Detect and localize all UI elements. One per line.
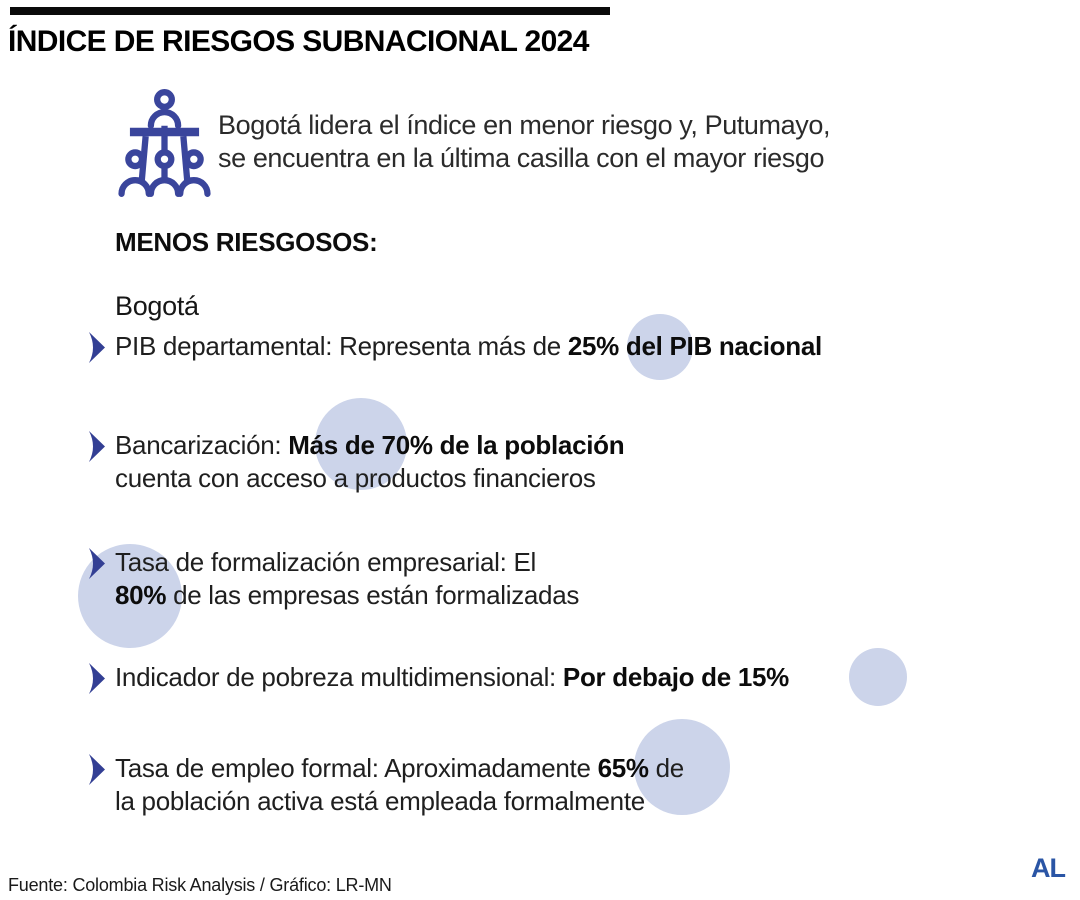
podium-audience-icon	[118, 89, 211, 197]
bullet-stat-bold: 65%	[597, 753, 649, 783]
al-logo: AL	[1031, 853, 1066, 883]
section-label-menos-riesgosos: MENOS RIESGOSOS:	[115, 227, 378, 257]
bullet-stat-bold: Por debajo de 15%	[562, 662, 789, 692]
bullet-text-block: Bancarización: Más de 70% de la població…	[115, 429, 625, 495]
arrow-bullet-icon	[89, 431, 105, 462]
top-accent-bar	[10, 7, 610, 15]
bullet-text: de	[648, 753, 685, 783]
bullet-text: Bancarización:	[115, 430, 289, 460]
arrow-bullet-icon	[89, 548, 105, 579]
bullet-line: Tasa de empleo formal: Aproximadamente 6…	[115, 752, 684, 785]
highlight-circle-65pct	[634, 719, 730, 815]
bullet-text: la población activa está empleada formal…	[115, 786, 645, 816]
bullet-stat-bold: 25% del PIB nacional	[567, 331, 822, 361]
intro-line-2: se encuentra en la última casilla con el…	[218, 143, 825, 173]
bullet-text-block: Tasa de empleo formal: Aproximadamente 6…	[115, 752, 684, 818]
arrow-bullet-icon	[89, 754, 105, 785]
bullet-text: Indicador de pobreza multidimensional:	[115, 662, 563, 692]
bullet-line: PIB departamental: Representa más de 25%…	[115, 330, 822, 363]
subsection-label-bogota: Bogotá	[115, 291, 199, 321]
bullet-stat-bold: Más de 70% de la población	[288, 430, 625, 460]
bullet-text-block: Tasa de formalización empresarial: El 80%…	[115, 546, 579, 612]
bullet-line: Bancarización: Más de 70% de la població…	[115, 429, 625, 462]
bullet-text: Tasa de formalización empresarial: El	[115, 547, 536, 577]
source-credit: Fuente: Colombia Risk Analysis / Gráfico…	[8, 875, 392, 895]
bullet-text: Tasa de empleo formal: Aproximadamente	[115, 753, 598, 783]
bullet-line: Tasa de formalización empresarial: El	[115, 546, 579, 579]
bullet-text-block: PIB departamental: Representa más de 25%…	[115, 330, 822, 363]
bullet-line: Indicador de pobreza multidimensional: P…	[115, 661, 789, 694]
arrow-bullet-icon	[89, 663, 105, 694]
bullet-line: la población activa está empleada formal…	[115, 785, 684, 818]
intro-line-1: Bogotá lidera el índice en menor riesgo …	[218, 110, 831, 140]
arrow-bullet-icon	[89, 332, 105, 363]
bullet-stat-bold: 80%	[115, 580, 167, 610]
bullet-text: cuenta con acceso a productos financiero…	[115, 463, 596, 493]
bullet-text: PIB departamental: Representa más de	[115, 331, 568, 361]
bullet-line: 80% de las empresas están formalizadas	[115, 579, 579, 612]
bullet-text-block: Indicador de pobreza multidimensional: P…	[115, 661, 789, 694]
highlight-circle-15pct	[849, 648, 907, 706]
page-title: ÍNDICE DE RIESGOS SUBNACIONAL 2024	[8, 25, 589, 58]
intro-text: Bogotá lidera el índice en menor riesgo …	[218, 109, 830, 175]
bullet-text: de las empresas están formalizadas	[166, 580, 580, 610]
bullet-line: cuenta con acceso a productos financiero…	[115, 462, 624, 495]
highlight-circle-70pct	[315, 398, 407, 490]
highlight-circle-25pct	[627, 314, 693, 380]
